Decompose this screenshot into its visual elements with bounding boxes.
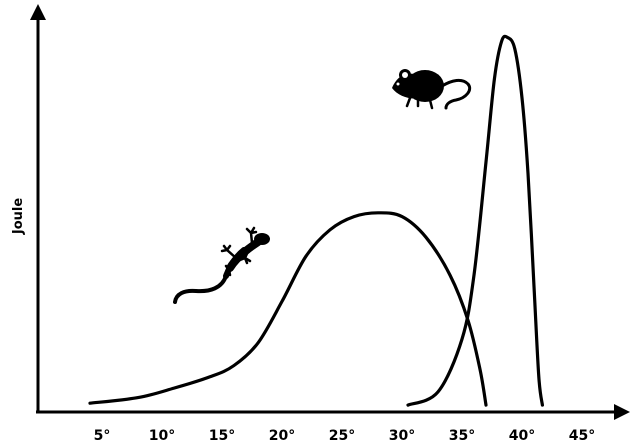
x-tick-label: 5° [94,428,111,444]
x-tick-label: 20° [269,428,295,444]
y-axis-arrow-icon [30,4,46,20]
series-curves [88,34,544,407]
x-tick-label: 30° [389,428,415,444]
rat-curve [406,34,544,407]
lizard-curve [88,211,488,407]
lizard-icon [173,226,270,304]
x-tick-label: 25° [329,428,355,444]
rat-icon [392,69,472,110]
x-tick-labels: 5° 10° 15° 20° 25° 30° 35° 40° 45° [94,428,596,444]
x-tick-label: 40° [509,428,535,444]
x-tick-label: 10° [149,428,175,444]
x-tick-label: 45° [569,428,595,444]
y-axis-label: Joule [11,198,26,235]
x-axis-arrow-icon [614,404,630,420]
x-tick-label: 35° [449,428,475,444]
x-tick-label: 15° [209,428,235,444]
